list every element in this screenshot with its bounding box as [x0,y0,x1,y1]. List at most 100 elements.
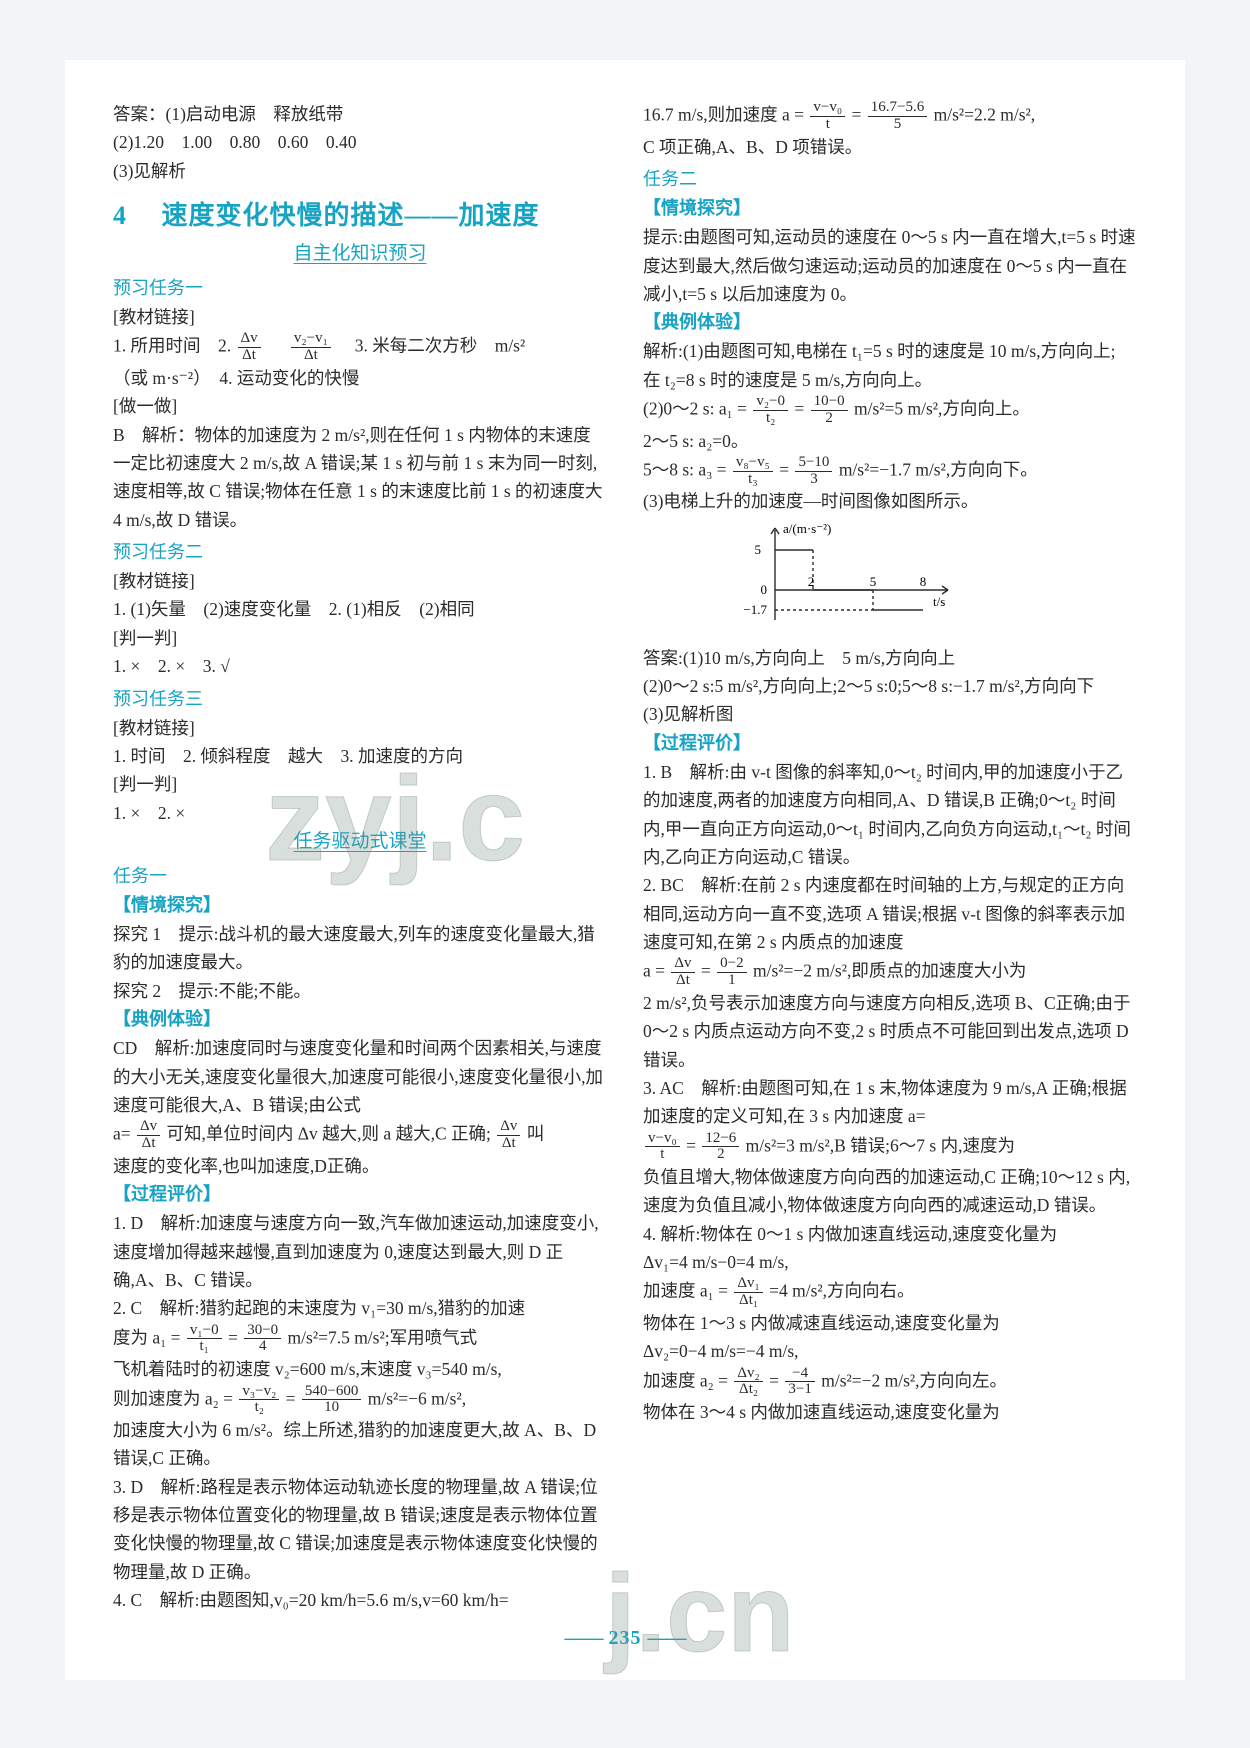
f: Δv₁Δt₁ [734,1276,762,1309]
section-title: 4 速度变化快慢的描述——加速度 [113,195,607,237]
dash-right: —— [648,1627,686,1649]
dl-r1: 解析:(1)由题图可知,电梯在 t₁=5 s 时的速度是 10 m/s,方向向上… [643,337,1137,365]
d: 3−1 [785,1382,814,1398]
d: 2 [702,1147,739,1163]
frac-v2v1: v₂−v₁Δt [291,331,331,364]
den: Δt [137,1136,160,1152]
answer-line-2: (2)1.20 1.00 0.80 0.60 0.40 [113,128,607,156]
dl-p2: a= ΔvΔt 可知,单位时间内 Δv 越大,则 a 越大,C 正确; ΔvΔt… [113,1119,607,1152]
t: m/s²=7.5 m/s²;军用喷气式 [288,1327,478,1347]
ans-r2: (2)0～2 s:5 m/s²,方向向上;2～5 s:0;5～8 s:−1.7 … [643,672,1137,700]
t: = [286,1388,300,1408]
dianli-head: 【典例体验】 [113,1005,607,1034]
f: v−v₀t [810,100,845,133]
ans-r3: (3)见解析图 [643,700,1137,728]
n: v₃−v₂ [239,1384,279,1401]
ytick-0: 0 [761,582,768,597]
den: Δt [238,348,261,364]
gc-r4e: 物体在 1～3 s 内做减速直线运动,速度变化量为 [643,1309,1137,1337]
t: m/s²=5 m/s²,方向向上。 [854,398,1030,418]
t: 3. 米每二次方秒 m/s² [337,336,525,356]
graph-ylabel: a/(m·s⁻²) [783,521,831,536]
num: v₂−v₁ [291,331,331,348]
f2: 30−04 [244,1323,281,1356]
gc-r3-line: v−v₀t = 12−62 m/s²=3 m/s²,B 错误;6～7 s 内,速… [643,1131,1137,1164]
xtick-8: 8 [920,574,927,589]
dl-r6: (3)电梯上升的加速度—时间图像如图所示。 [643,487,1137,515]
num: Δv [137,1119,160,1136]
section-number: 4 [113,201,127,230]
n: v−v₀ [645,1131,680,1148]
ytick-5: 5 [755,542,762,557]
acceleration-time-graph: a/(m·s⁻²) 5 0 −1.7 2 5 8 t/s [733,520,963,640]
gc-r2e: 2 m/s²,负号表示加速度方向与速度方向相反,选项 B、C正确;由于 0～2 … [643,989,1137,1074]
textbook-1: 1. 所用时间 2. ΔvΔt v₂−v₁Δt 3. 米每二次方秒 m/s² [113,331,607,364]
f2: 10−02 [811,394,848,427]
den: Δt [497,1136,520,1152]
f4: 540−60010 [302,1384,361,1417]
t: 加速度 a₂ = [643,1370,732,1390]
t: = [228,1327,242,1347]
num: Δv [497,1119,520,1136]
f2: 12−62 [702,1131,739,1164]
graph-xlabel: t/s [933,594,945,609]
dl-r5: 5～8 s: a₃ = v₈−v₅t₃ = 5−103 m/s²=−1.7 m/… [643,455,1137,488]
page-number-value: 235 [609,1627,642,1649]
qingjing-head-r: 【情境探究】 [643,194,1137,223]
guocheng-head: 【过程评价】 [113,1180,607,1209]
d: 5 [868,117,927,133]
subhead-zizhu: 自主化知识预习 [113,239,607,270]
d: t₂ [239,1400,279,1416]
d: t₃ [733,472,773,488]
n: 30−0 [244,1323,281,1340]
page: 答案：(1)启动电源 释放纸带 (2)1.20 1.00 0.80 0.60 0… [65,60,1185,1680]
two-column-layout: 答案：(1)启动电源 释放纸带 (2)1.20 1.00 0.80 0.60 0… [113,100,1137,1621]
do-it-head: [做一做] [113,392,607,420]
qj-r1: 提示:由题图可知,运动员的速度在 0～5 s 内一直在增大,t=5 s 时速度达… [643,223,1137,308]
n: v₂−0 [753,394,788,411]
gc-r1: 1. B 解析:由 v-t 图像的斜率知,0～t₂ 时间内,甲的加速度小于乙的加… [643,758,1137,871]
section-text: 速度变化快慢的描述——加速度 [162,201,540,230]
gc2i: 加速度大小为 6 m/s²。综上所述,猎豹的加速度更大,故 A、B、D 错误,C… [113,1416,607,1473]
t: 可知,单位时间内 Δv 越大,则 a 越大,C 正确; [167,1124,491,1144]
qj-p1: 探究 1 提示:战斗机的最大速度最大,列车的速度变化量最大,猎豹的加速度最大。 [113,920,607,977]
t: 5～8 s: a₃ = [643,459,731,479]
n: Δv₁ [734,1276,762,1293]
do-it-p1: B 解析：物体的加速度为 2 m/s²,则在任何 1 s 内物体的末速度一定比初… [113,421,607,534]
n: 12−6 [702,1131,739,1148]
t: (2)0～2 s: a₁ = [643,398,751,418]
n: 0−2 [717,956,746,973]
preview-task-2: 预习任务二 [113,538,607,567]
f1: v₁−0t₁ [187,1323,222,1356]
num: Δv [238,331,261,348]
d: 3 [795,472,832,488]
answer-line-3: (3)见解析 [113,157,607,185]
t: 加速度 a₁ = [643,1281,732,1301]
d: t [645,1147,680,1163]
frac-dv-dt: ΔvΔt [238,331,261,364]
n: −4 [785,1366,814,1383]
gc2a: 2. C 解析:猎豹起跑的末速度为 v₁=30 m/s,猎豹的加速 [113,1294,607,1322]
textbook-link-head-2: [教材链接] [113,567,607,595]
t: = [769,1370,783,1390]
f: ΔvΔt [671,956,694,989]
t: 16.7 m/s,则加速度 a = [643,104,808,124]
t: a = [643,961,669,981]
gc-r2a: 2. BC 解析:在前 2 s 内速度都在时间轴的上方,与规定的正方向相同,运动… [643,871,1137,956]
gc-r4b: Δv₁=4 m/s−0=4 m/s, [643,1248,1137,1276]
gc1: 1. D 解析:加速度与速度方向一致,汽车做加速运动,加速度变小,速度增加得越来… [113,1209,607,1294]
dl-p3: 速度的变化率,也叫加速度,D正确。 [113,1152,607,1180]
ans-r1: 答案:(1)10 m/s,方向向上 5 m/s,方向向上 [643,644,1137,672]
t: 则加速度为 a₂ = [113,1388,237,1408]
dl-p1: CD 解析:加速度同时与速度变化量和时间两个因素相关,与速度的大小无关,速度变化… [113,1034,607,1119]
sp [267,336,285,356]
preview-task-3: 预习任务三 [113,685,607,714]
n: Δv [671,956,694,973]
t: = [686,1135,700,1155]
t: a= [113,1124,131,1144]
den: Δt [291,348,331,364]
f: v₂−0t₂ [753,394,788,427]
n: v₁−0 [187,1323,222,1340]
gc2-line2: 则加速度为 a₂ = v₃−v₂t₂ = 540−60010 m/s²=−6 m… [113,1384,607,1417]
d: 1 [717,973,746,989]
